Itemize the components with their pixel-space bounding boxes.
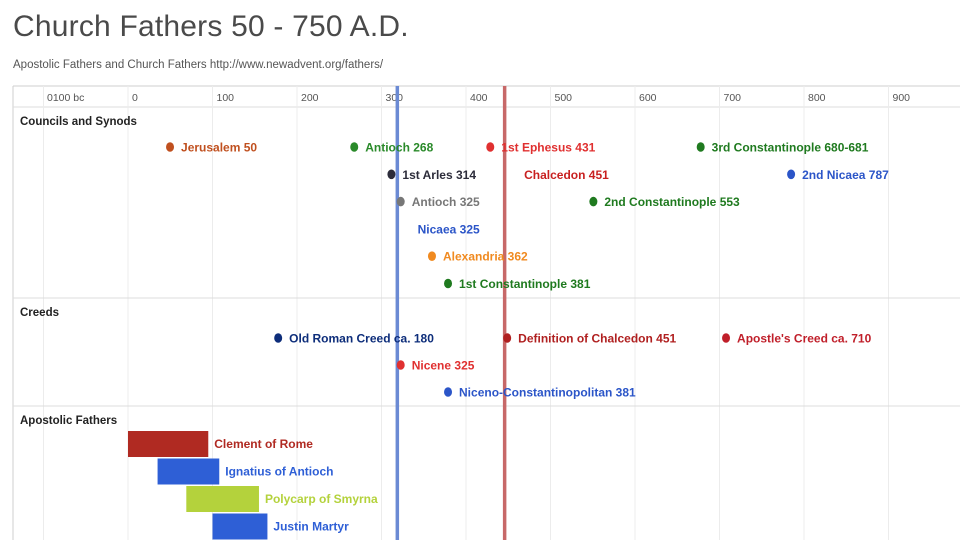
section-labels: Councils and Synods Creeds Apostolic Fathe… (20, 116, 137, 427)
span-bar[interactable] (157, 458, 220, 485)
event-dot[interactable] (787, 169, 796, 180)
axis-tick-label: 600 (639, 92, 657, 104)
axis-tick-label: 400 (470, 92, 488, 104)
span-bar[interactable] (212, 513, 268, 540)
span-label: Justin Martyr (273, 520, 349, 534)
event-label[interactable]: Antioch 325 (412, 195, 480, 209)
section-dividers (13, 297, 960, 407)
span-bar[interactable] (186, 486, 259, 512)
events: Jerusalem 50 Antioch 268 1st Ephesus 431 3r… (166, 141, 889, 400)
event-dot[interactable] (444, 278, 453, 289)
section-label: Apostolic Fathers (20, 415, 117, 427)
event-dot[interactable] (696, 142, 705, 152)
axis-tick-label: 300 (386, 92, 404, 104)
axis-tick-label: 0 (132, 92, 138, 104)
event-label[interactable]: Niceno-Constantinopolitan 381 (459, 386, 636, 400)
event-label[interactable]: 3rd Constantinople 680-681 (712, 141, 869, 155)
axis-tick-label: 900 (893, 92, 911, 104)
axis-tick-label: 700 (724, 92, 742, 104)
event-dot[interactable] (387, 169, 396, 180)
axis-tick-label: 100 (217, 92, 235, 104)
axis-tick-label: 0100 bc (47, 92, 84, 104)
event-label[interactable]: Old Roman Creed ca. 180 (289, 332, 434, 346)
event-dot[interactable] (444, 387, 453, 397)
span-bar[interactable] (128, 431, 209, 457)
event-label[interactable]: Nicene 325 (412, 359, 475, 373)
axis-tick-label: 800 (808, 92, 826, 104)
section-label: Councils and Synods (20, 116, 137, 128)
event-dot[interactable] (396, 360, 405, 370)
event-dot[interactable] (350, 142, 359, 152)
page-title: Church Fathers 50 - 750 A.D. (13, 10, 409, 43)
event-label[interactable]: 2nd Constantinople 553 (604, 195, 740, 209)
axis-tick-label: 500 (555, 92, 573, 104)
page-subtitle: Apostolic Fathers and Church Fathers htt… (13, 59, 384, 71)
span-bars: Clement of Rome Ignatius of Antioch Polyca… (128, 431, 378, 540)
event-label[interactable]: 1st Constantinople 381 (459, 277, 591, 291)
event-label[interactable]: Chalcedon 451 (524, 168, 609, 182)
event-label[interactable]: 1st Ephesus 431 (501, 141, 595, 155)
event-dot[interactable] (589, 196, 598, 207)
event-dot[interactable] (396, 196, 405, 207)
axis-tick-label: 200 (301, 92, 319, 104)
span-label: Polycarp of Smyrna (265, 492, 378, 506)
year-markers (395, 86, 507, 540)
event-dot[interactable] (274, 333, 283, 343)
span-label: Clement of Rome (214, 437, 313, 451)
section-label: Creeds (20, 307, 59, 319)
event-label[interactable]: Apostle's Creed ca. 710 (737, 332, 872, 346)
event-dot[interactable] (503, 333, 512, 343)
event-dot[interactable] (166, 142, 175, 152)
event-dot[interactable] (722, 333, 731, 343)
event-label[interactable]: Alexandria 362 (443, 250, 528, 264)
event-label[interactable]: Antioch 268 (365, 141, 433, 155)
event-dot[interactable] (427, 251, 436, 261)
event-label[interactable]: Jerusalem 50 (181, 141, 257, 155)
event-label[interactable]: 2nd Nicaea 787 (802, 168, 889, 182)
axis-ticks: 0100 bc 0 100 200 300 400 500 600 700 800 900 (47, 92, 910, 104)
event-label[interactable]: Nicaea 325 (418, 222, 480, 236)
event-label[interactable]: 1st Arles 314 (402, 168, 476, 182)
span-label: Ignatius of Antioch (225, 465, 333, 479)
event-dot[interactable] (486, 142, 495, 152)
event-label[interactable]: Definition of Chalcedon 451 (518, 332, 676, 346)
